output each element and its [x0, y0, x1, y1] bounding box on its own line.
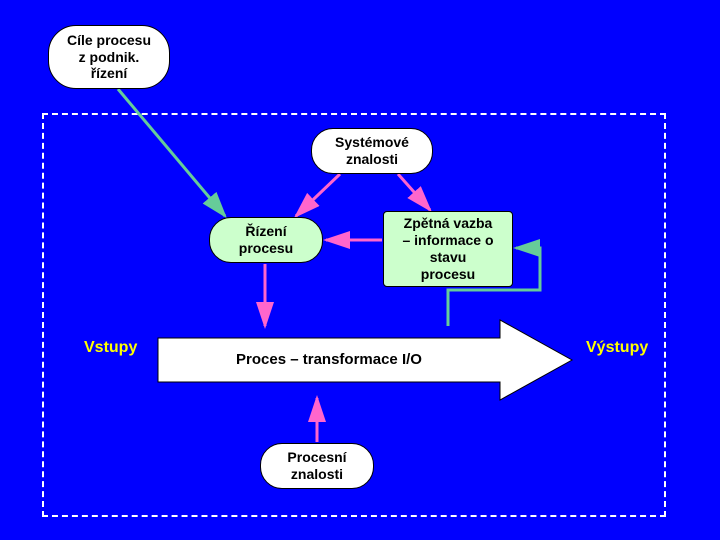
node-zpetna-vazba: Zpětná vazba– informace ostavuprocesu [383, 211, 513, 287]
node-cile-procesu: Cíle procesuz podnik.řízení [48, 25, 170, 89]
node-rizeni-procesu: Řízeníprocesu [209, 217, 323, 263]
node-rizeni-label: Řízeníprocesu [239, 223, 293, 257]
node-procesni-znalosti: Procesníznalosti [260, 443, 374, 489]
node-cile-label: Cíle procesuz podnik.řízení [67, 32, 151, 82]
node-systemove-znalosti: Systémovéznalosti [311, 128, 433, 174]
node-systemove-label: Systémovéznalosti [335, 134, 409, 168]
label-vystupy-text: Výstupy [586, 339, 648, 356]
label-vstupy-text: Vstupy [84, 339, 137, 356]
label-vystupy: Výstupy [586, 339, 648, 357]
process-arrow-label: Proces – transformace I/O [236, 351, 422, 369]
label-vstupy: Vstupy [84, 339, 137, 357]
process-arrow-label-box: Proces – transformace I/O [158, 338, 500, 382]
node-procesni-label: Procesníznalosti [287, 449, 346, 483]
node-zpetna-label: Zpětná vazba– informace ostavuprocesu [402, 215, 493, 282]
